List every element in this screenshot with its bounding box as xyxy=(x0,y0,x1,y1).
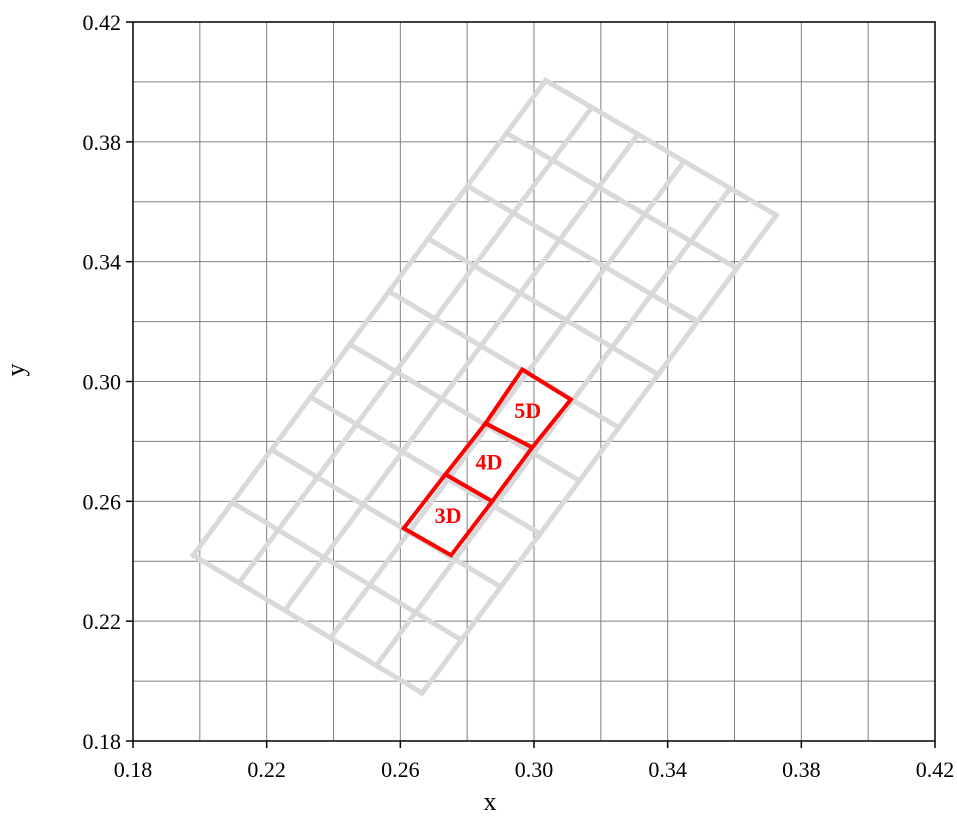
grid-series-line xyxy=(372,184,734,670)
grid-series-line xyxy=(385,288,623,432)
grid-series-line xyxy=(503,129,741,272)
y-tick-label: 0.22 xyxy=(83,609,122,634)
grid-lines xyxy=(133,22,935,741)
grid-series-line xyxy=(418,211,780,697)
gray-grid-series xyxy=(189,76,780,697)
grid-series-line xyxy=(268,446,505,591)
grid-series-line xyxy=(189,551,426,697)
grid-series-line xyxy=(542,76,780,219)
bin-5d-outline xyxy=(482,366,574,450)
y-tick-label: 0.42 xyxy=(83,10,122,35)
y-tick-label: 0.26 xyxy=(83,489,122,514)
y-tick-label: 0.34 xyxy=(83,250,122,275)
x-tick-label: 0.26 xyxy=(381,757,420,782)
grid-series-line xyxy=(326,157,688,642)
y-tick-label: 0.38 xyxy=(83,130,122,155)
bin-5d-label: 5D xyxy=(514,398,541,423)
x-tick-label: 0.42 xyxy=(916,757,955,782)
highlighted-bins: 3D 4D 5D xyxy=(400,366,574,558)
grid-series-line xyxy=(424,235,662,378)
grid-series-line xyxy=(228,499,465,644)
x-tick-label: 0.18 xyxy=(114,757,153,782)
grid-series-line xyxy=(307,393,544,538)
x-tick-label: 0.30 xyxy=(515,757,554,782)
bin-4d-label: 4D xyxy=(475,450,502,475)
y-axis-title: y xyxy=(1,364,30,377)
grid-series-line xyxy=(463,182,701,325)
y-tick-label: 0.30 xyxy=(83,370,122,395)
grid-series-line xyxy=(235,103,596,587)
x-tick-label: 0.22 xyxy=(247,757,286,782)
x-tick-label: 0.38 xyxy=(782,757,821,782)
grid-series-line xyxy=(281,130,642,614)
x-tick-label: 0.34 xyxy=(648,757,687,782)
axes: 0.18 0.22 0.26 0.30 0.34 0.38 0.42 0.18 0.22 0.26… xyxy=(83,10,955,782)
grid-series-line xyxy=(189,76,550,559)
bin-3d-label: 3D xyxy=(435,503,462,528)
grid-series-line xyxy=(346,340,583,485)
y-tick-label: 0.18 xyxy=(83,729,122,754)
x-axis-title: x xyxy=(484,787,497,816)
